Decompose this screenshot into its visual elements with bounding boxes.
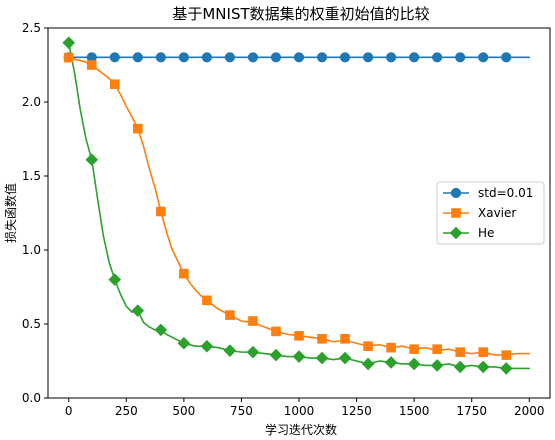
series-point-std-0-01: [293, 52, 305, 63]
series-point-xavier: [63, 52, 74, 63]
series-point-xavier: [386, 342, 396, 353]
y-tick-label: 0.0: [22, 391, 41, 405]
series-point-xavier: [501, 350, 512, 360]
series-point-xavier: [317, 334, 327, 344]
legend-box: [436, 181, 545, 245]
series-point-std-0-01: [339, 52, 351, 63]
series-point-xavier: [478, 347, 489, 357]
series-point-xavier: [133, 123, 143, 134]
series-point-std-0-01: [501, 52, 512, 63]
y-tick-label: 1.0: [22, 243, 41, 257]
series-point-he: [453, 360, 467, 374]
x-tick-label: 0: [65, 404, 73, 418]
series-point-xavier: [86, 60, 97, 70]
x-tick-label: 1000: [284, 404, 315, 418]
legend-items: std=0.01 Xavier He: [443, 186, 533, 240]
y-axis-ticks: 0.0 0.5 1.0 1.5 2.0 2.5: [22, 21, 48, 405]
series-point-he: [338, 351, 352, 365]
series-point-he: [430, 359, 444, 372]
series-point-std-0-01: [270, 52, 282, 63]
series-point-he: [315, 351, 329, 365]
legend-label-he: He: [478, 226, 494, 240]
series-point-xavier: [432, 344, 442, 354]
series-point-he: [361, 357, 375, 371]
y-axis-label: 损失函数值: [3, 183, 18, 243]
x-tick-label: 1750: [456, 404, 487, 418]
series-point-std-0-01: [362, 52, 374, 63]
y-tick-label: 2.0: [22, 95, 41, 109]
series-point-xavier: [271, 326, 281, 337]
legend-marker-std-0-01: [450, 187, 462, 199]
series-point-std-0-01: [478, 52, 489, 63]
legend-label-xavier: Xavier: [478, 206, 516, 220]
series-point-xavier: [179, 268, 189, 279]
legend-marker-he: [449, 226, 463, 240]
x-axis-ticks: 0 250 500 750 1000 1250 1500 1750 2000: [65, 398, 545, 418]
series-point-he: [476, 360, 490, 374]
marker-layer: [62, 36, 513, 375]
x-tick-label: 250: [115, 404, 138, 418]
x-tick-label: 1250: [341, 404, 372, 418]
series-point-xavier: [248, 316, 258, 326]
series-point-he: [292, 350, 306, 363]
legend-label-std-0-01: std=0.01: [478, 186, 533, 200]
series-point-he: [154, 323, 168, 337]
series-point-he: [407, 357, 421, 371]
series-point-he: [131, 304, 145, 317]
x-axis-label: 学习迭代次数: [265, 422, 337, 437]
legend: std=0.01 Xavier He: [436, 181, 545, 245]
series-point-std-0-01: [109, 52, 120, 63]
series-point-xavier: [363, 341, 373, 351]
y-tick-label: 2.5: [22, 21, 41, 35]
series-point-std-0-01: [178, 52, 189, 63]
series-point-std-0-01: [247, 52, 259, 63]
series-point-std-0-01: [132, 52, 143, 63]
series-point-std-0-01: [386, 52, 397, 63]
series-point-xavier: [225, 310, 235, 320]
series-point-xavier: [109, 79, 120, 90]
x-tick-label: 1500: [399, 404, 430, 418]
series-point-he: [200, 339, 214, 353]
series-point-std-0-01: [201, 52, 212, 63]
series-point-std-0-01: [224, 52, 236, 63]
series-point-he: [85, 153, 99, 167]
series-point-he: [108, 273, 122, 286]
x-tick-label: 750: [230, 404, 253, 418]
series-point-xavier: [202, 295, 212, 306]
x-tick-label: 500: [172, 404, 195, 418]
series-point-std-0-01: [409, 52, 420, 63]
y-tick-label: 1.5: [22, 169, 41, 183]
series-point-he: [499, 362, 513, 375]
series-point-xavier: [156, 206, 166, 217]
series-point-xavier: [340, 334, 350, 344]
series-point-std-0-01: [455, 52, 466, 63]
chart-title: 基于MNIST数据集的权重初始值的比较: [172, 5, 429, 23]
series-point-he: [269, 348, 283, 362]
series-point-he: [177, 336, 191, 350]
series-point-he: [246, 345, 260, 359]
y-tick-label: 0.5: [22, 317, 41, 331]
series-point-he: [223, 344, 237, 357]
series-point-he: [384, 356, 398, 369]
series-point-xavier: [409, 344, 419, 354]
legend-marker-xavier: [451, 208, 461, 218]
series-point-std-0-01: [432, 52, 443, 63]
series-point-xavier: [294, 331, 304, 341]
series-point-xavier: [455, 347, 465, 357]
series-point-std-0-01: [155, 52, 166, 63]
x-tick-label: 2000: [514, 404, 545, 418]
series-point-he: [62, 36, 76, 50]
series-point-std-0-01: [316, 52, 328, 63]
